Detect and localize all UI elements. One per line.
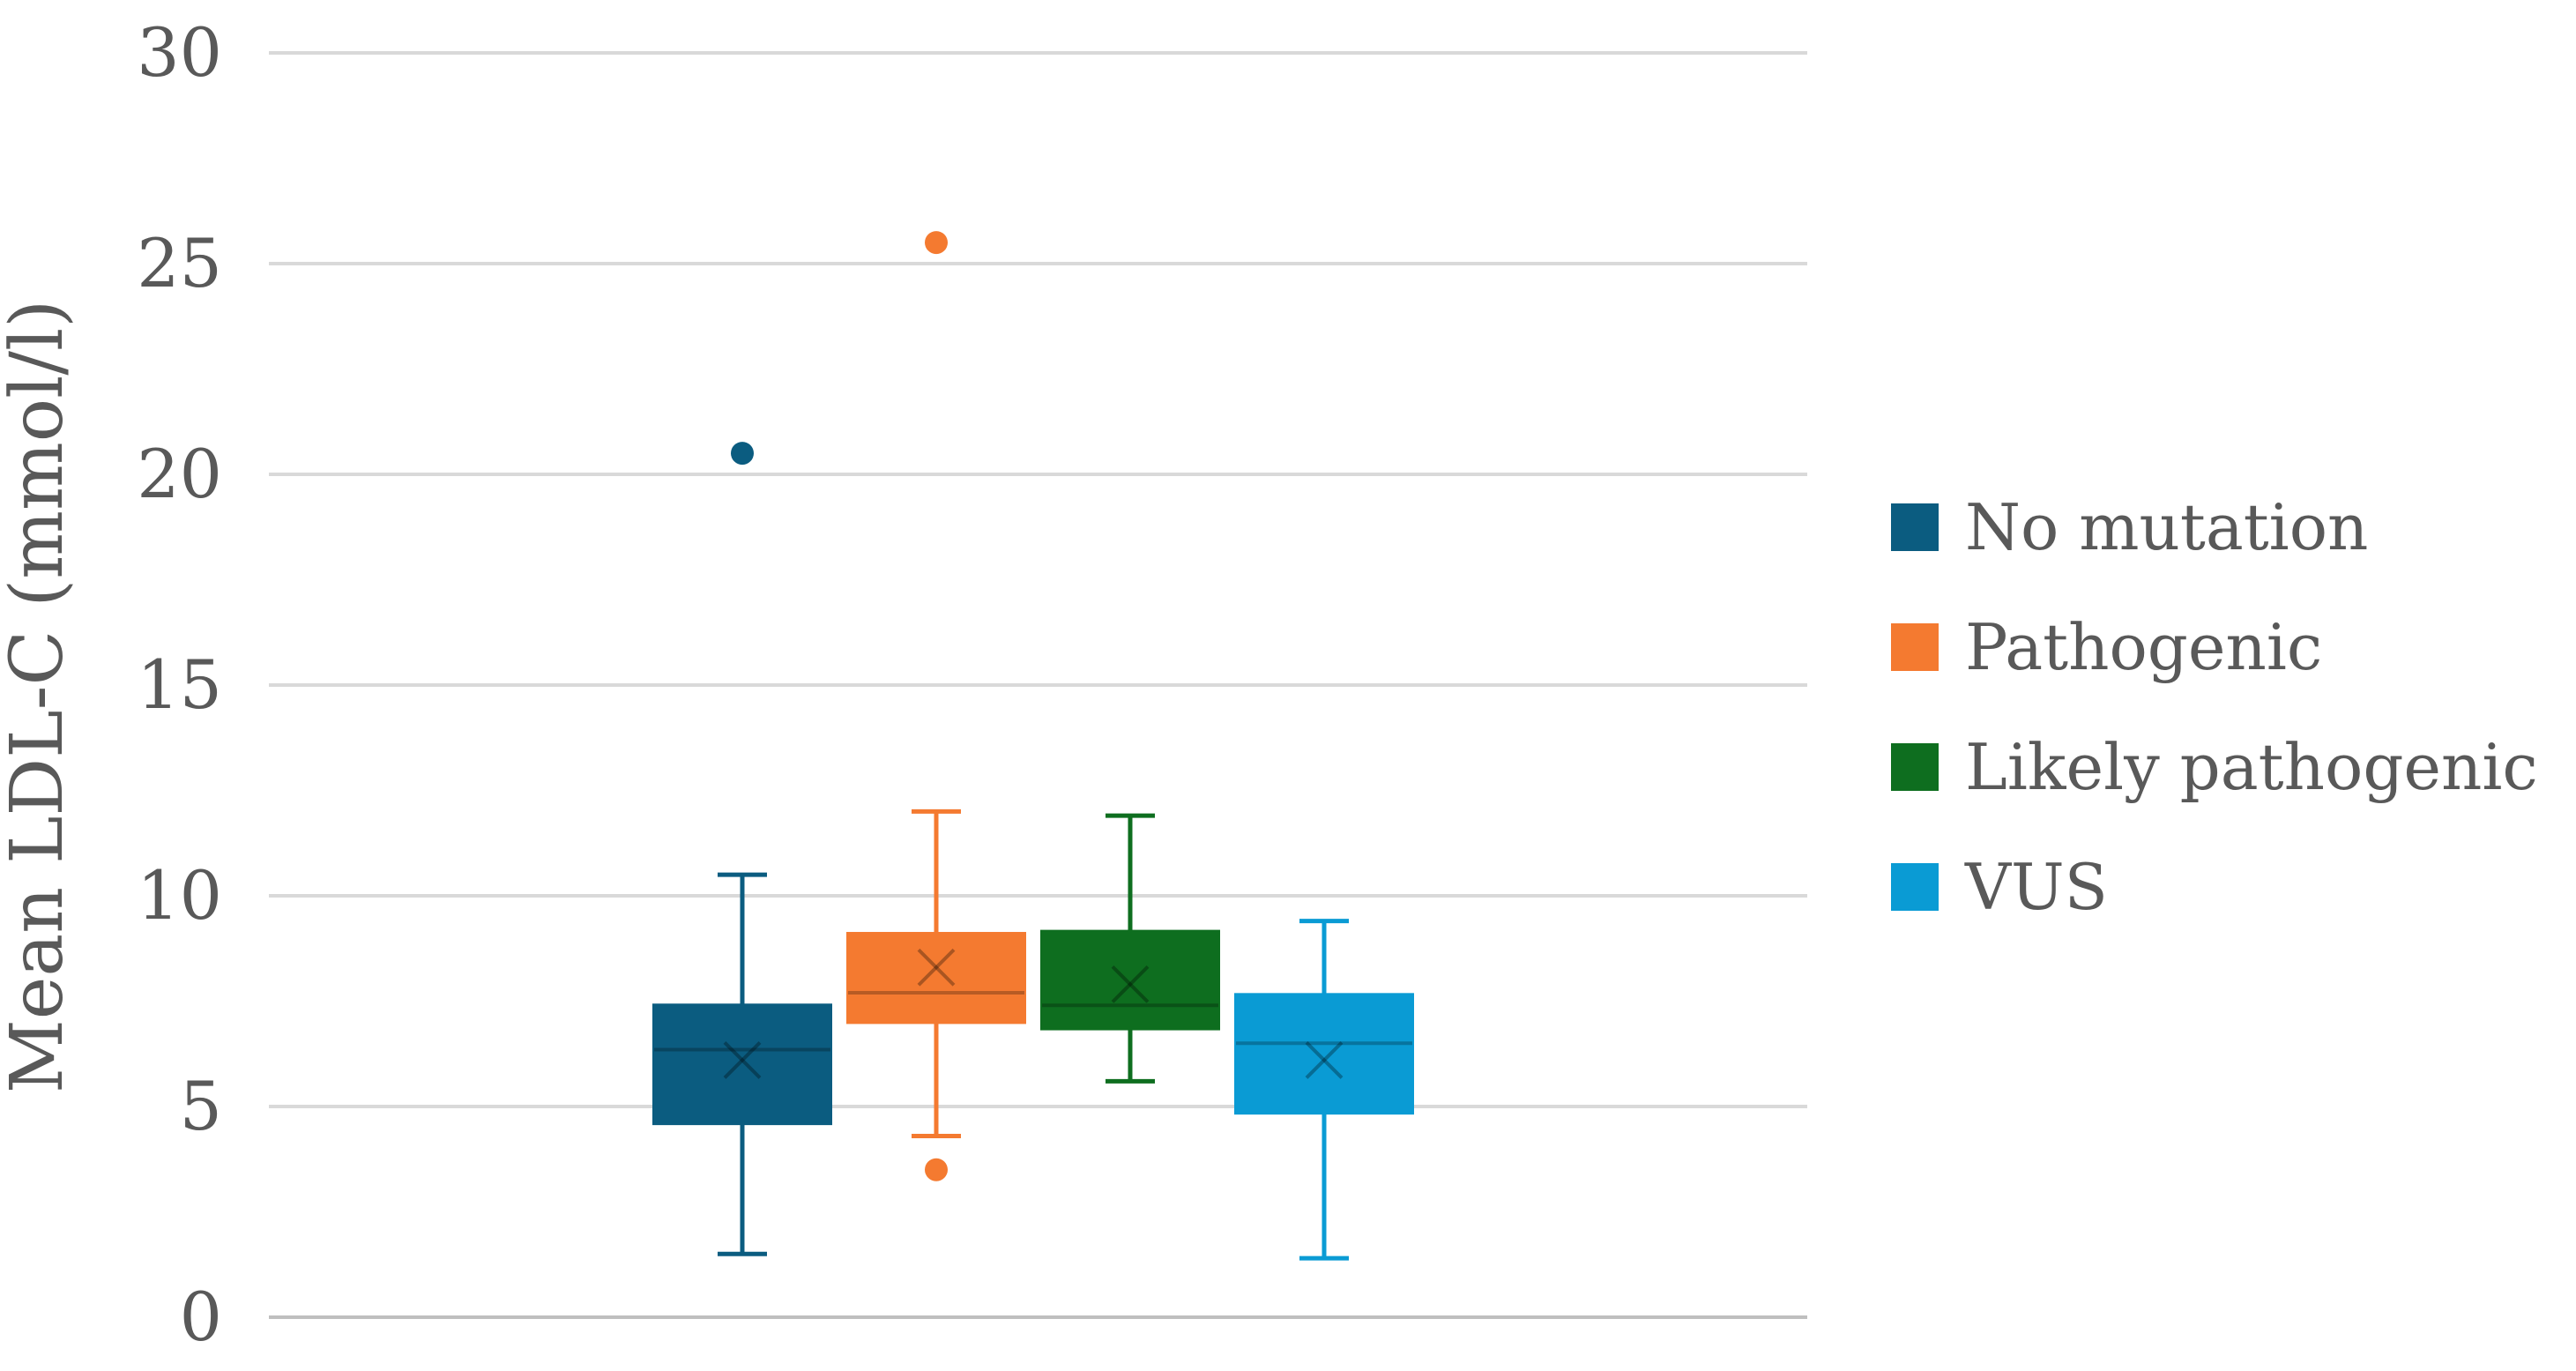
iqr-box [652, 1003, 832, 1126]
iqr-box [846, 932, 1026, 1025]
legend: No mutation Pathogenic Likely pathogenic VU… [1891, 467, 2538, 947]
iqr-box [1040, 929, 1220, 1031]
legend-swatch [1891, 503, 1939, 551]
mean-marker [917, 948, 956, 987]
legend-swatch [1891, 863, 1939, 911]
outlier-point [731, 442, 754, 466]
box-no-mutation [652, 442, 832, 1256]
y-tick-label: 20 [137, 435, 222, 513]
box-vus [1234, 919, 1414, 1261]
legend-label: Likely pathogenic [1965, 730, 2538, 804]
y-tick-label: 5 [180, 1067, 222, 1145]
outlier-point [925, 231, 948, 255]
legend-label: VUS [1965, 850, 2108, 924]
iqr-box [1234, 993, 1414, 1115]
legend-label: No mutation [1965, 490, 2369, 564]
box-pathogenic [846, 231, 1026, 1181]
y-tick-label: 0 [180, 1278, 222, 1356]
y-axis-ticks: 0 5 10 15 20 25 30 [137, 13, 222, 1356]
legend-item: Likely pathogenic [1891, 707, 2538, 827]
y-tick-label: 10 [137, 856, 222, 935]
legend-item: No mutation [1891, 467, 2538, 587]
gridlines [269, 51, 1807, 1319]
mean-marker [1305, 1041, 1344, 1079]
mean-marker [723, 1041, 762, 1079]
mean-marker [1111, 965, 1150, 1003]
y-tick-label: 30 [137, 13, 222, 92]
mean-marker [1305, 1041, 1344, 1079]
y-axis-label: Mean LDL-C (mmol/l) [0, 300, 79, 1093]
mean-marker [917, 948, 956, 987]
legend-item: VUS [1891, 827, 2538, 947]
legend-label: Pathogenic [1965, 610, 2323, 684]
outlier-point [925, 1158, 948, 1181]
box-likely-pathogenic [1040, 813, 1220, 1084]
legend-swatch [1891, 623, 1939, 671]
legend-item: Pathogenic [1891, 587, 2538, 707]
legend-swatch [1891, 743, 1939, 791]
mean-marker [1111, 965, 1150, 1003]
box-series [652, 231, 1414, 1261]
y-tick-label: 25 [137, 224, 222, 302]
mean-marker [723, 1041, 762, 1079]
y-tick-label: 15 [137, 645, 222, 724]
